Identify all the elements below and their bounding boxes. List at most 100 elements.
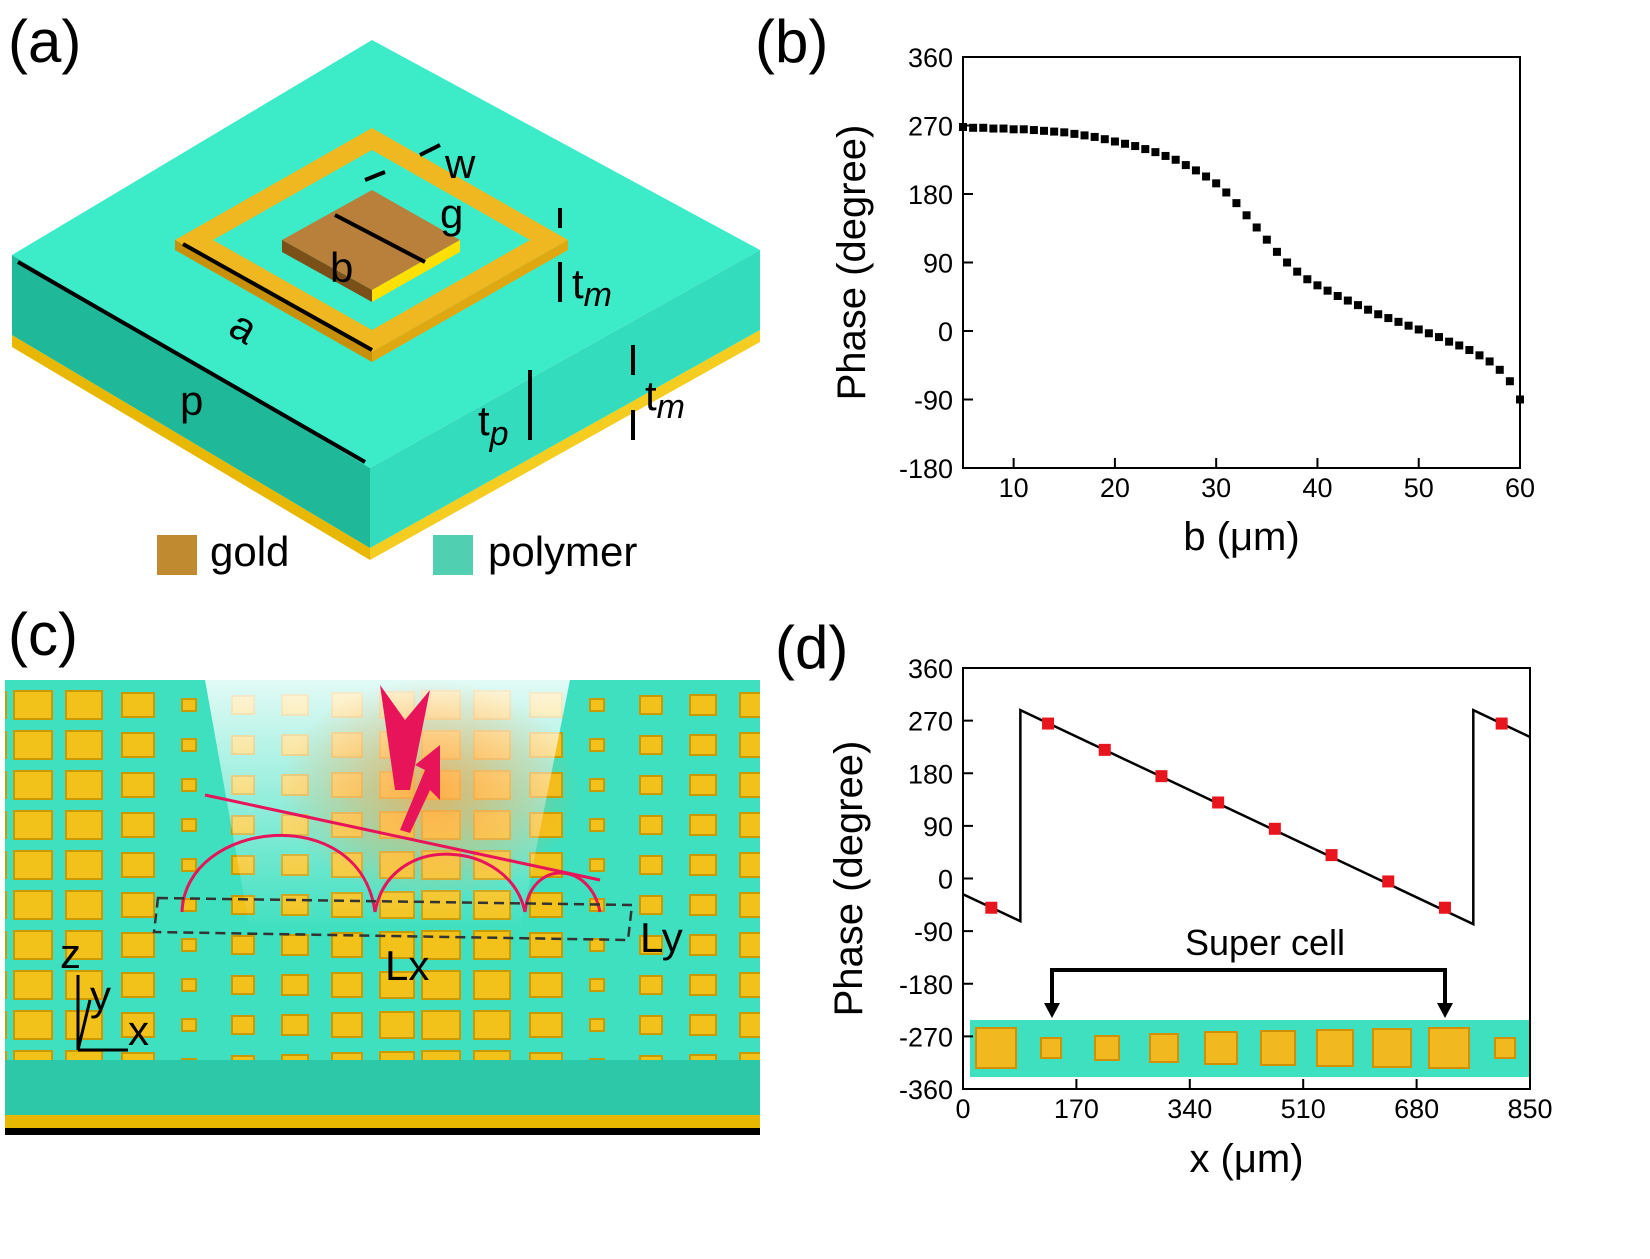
data-point	[1438, 901, 1451, 914]
x-tick-label: 10	[999, 473, 1029, 503]
legend-swatch	[157, 535, 197, 575]
thickness-sub: p	[489, 415, 509, 453]
y-tick-label: -270	[899, 1022, 953, 1052]
dimension-label: Ly	[640, 914, 683, 961]
legend-label: polymer	[488, 528, 637, 575]
panel-label: (a)	[8, 8, 81, 75]
x-tick-label: 40	[1302, 473, 1332, 503]
data-point	[969, 123, 978, 132]
data-point	[1303, 275, 1312, 284]
data-point	[1505, 377, 1514, 386]
dimension-label: Lx	[385, 942, 429, 989]
data-point	[1151, 148, 1160, 157]
data-point	[1042, 717, 1055, 730]
gold-ring	[175, 240, 372, 362]
data-point	[1262, 235, 1271, 244]
gold-ring	[372, 240, 568, 362]
data-point	[1212, 179, 1221, 188]
data-point	[1060, 128, 1069, 137]
gold-patch	[282, 240, 372, 302]
data-point	[1374, 310, 1383, 319]
reflected-arrow	[400, 745, 440, 833]
data-point	[1475, 351, 1484, 360]
data-point	[1110, 137, 1119, 146]
dimension-label: b	[330, 244, 353, 291]
dimension-label: p	[180, 377, 203, 424]
dimension-arrows	[17, 143, 635, 464]
data-point	[1445, 337, 1454, 346]
data-point	[1485, 357, 1494, 366]
data-point	[1171, 155, 1180, 164]
data-point	[1495, 717, 1508, 730]
data-point	[1353, 301, 1362, 310]
axes-indicator	[76, 975, 128, 1052]
legend-swatch	[433, 535, 473, 575]
data-point	[1040, 126, 1049, 135]
x-tick-label: 30	[1201, 473, 1231, 503]
data-point	[1080, 131, 1089, 140]
data-point	[1131, 142, 1140, 151]
unit-cell-diagram: gold polymer w g b a p tm tp tm	[12, 40, 760, 575]
plot-frame	[962, 56, 1521, 469]
dimension-label: g	[440, 190, 463, 237]
data-point	[1414, 325, 1423, 334]
data-point	[1019, 125, 1028, 134]
data-point	[1098, 743, 1111, 756]
data-point	[1181, 161, 1190, 170]
data-point	[1252, 223, 1261, 232]
plot-frame	[962, 667, 1531, 1090]
data-point	[1293, 267, 1302, 276]
y-tick-label: 0	[938, 317, 953, 347]
data-point	[1434, 333, 1443, 342]
data-point	[1268, 822, 1281, 835]
data-point	[1382, 875, 1395, 888]
polymer-face	[370, 250, 760, 548]
y-tick-label: -360	[899, 1075, 953, 1105]
data-point	[1495, 365, 1504, 374]
y-tick-label: 90	[923, 812, 953, 842]
panel-label: (b)	[755, 8, 828, 75]
legend-label: gold	[210, 528, 289, 575]
data-point	[1455, 341, 1464, 350]
gold-layer	[12, 335, 370, 560]
y-tick-label: -180	[899, 970, 953, 1000]
thickness-label: tm	[645, 372, 685, 426]
data-point	[1394, 317, 1403, 326]
y-tick-label: 180	[908, 180, 953, 210]
data-point	[1009, 125, 1018, 134]
data-point	[1384, 314, 1393, 323]
data-point	[1364, 305, 1373, 314]
axis-label: x	[128, 1007, 149, 1054]
data-point	[1232, 199, 1241, 208]
annotation: Super cell	[1185, 922, 1345, 963]
y-axis-title: Phase (degree)	[830, 125, 874, 401]
dimension-label: w	[444, 140, 476, 187]
data-point	[1090, 132, 1099, 141]
thickness-sub: m	[584, 276, 612, 314]
thickness-base: t	[478, 397, 490, 444]
wavefront	[180, 793, 602, 913]
y-tick-label: -90	[914, 386, 953, 416]
data-point	[1212, 796, 1225, 809]
data-point	[999, 124, 1008, 133]
data-point	[1424, 329, 1433, 338]
data-point	[1050, 127, 1059, 136]
y-axis-title: Phase (degree)	[827, 741, 871, 1017]
polymer-face	[12, 255, 370, 548]
panel-label: (c)	[8, 601, 78, 668]
incident-arrow	[380, 685, 430, 790]
y-tick-label: 270	[908, 112, 953, 142]
gold-patch	[282, 190, 460, 290]
x-tick-label: 20	[1100, 473, 1130, 503]
x-axis-title: x (μm)	[1189, 1137, 1303, 1181]
data-point	[1333, 291, 1342, 300]
x-tick-label: 510	[1281, 1094, 1326, 1124]
array-diagram: z y x Lx Ly	[5, 680, 760, 1135]
data-point	[1070, 129, 1079, 138]
data-point	[989, 124, 998, 133]
data-point	[1323, 286, 1332, 295]
data-point	[1100, 135, 1109, 144]
data-point	[1404, 321, 1413, 330]
data-point	[1191, 166, 1200, 175]
